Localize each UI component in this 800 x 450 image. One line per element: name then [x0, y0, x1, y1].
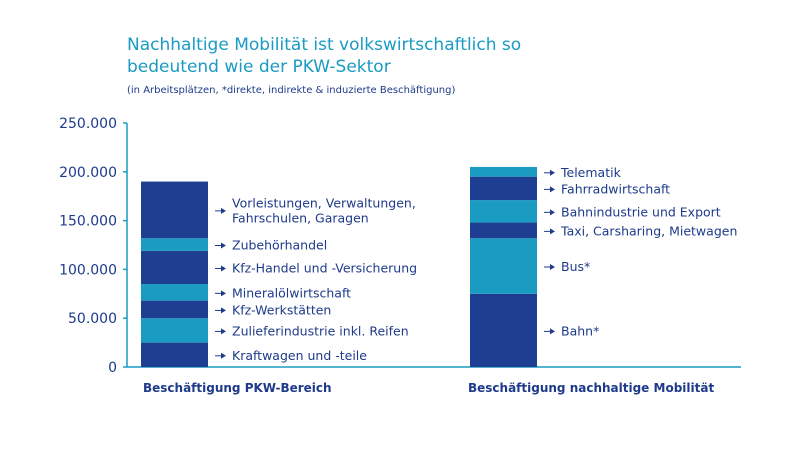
bar-segment — [141, 284, 208, 301]
segment-arrow-head — [221, 328, 226, 335]
segment-label: Kfz-Handel und -Versicherung — [232, 260, 417, 275]
segment-arrow-head — [221, 265, 226, 272]
category-label: Beschäftigung nachhaltige Mobilität — [468, 381, 714, 395]
chart-subtitle: (in Arbeitsplätzen, *direkte, indirekte … — [127, 85, 455, 96]
y-tick-label: 50.000 — [68, 311, 117, 327]
plot-area: 0 50.000 100.000 150.000 200.000 250.000 Kraft… — [59, 116, 741, 395]
segment-label: Mineralölwirtschaft — [232, 285, 351, 300]
segment-label: Vorleistungen, Verwaltungen, — [232, 195, 416, 210]
segment-arrow-head — [221, 242, 226, 249]
segment-label: Bahn* — [561, 323, 599, 338]
segment-arrow-head — [550, 169, 555, 176]
segment-label: Taxi, Carsharing, Mietwagen — [560, 223, 737, 238]
bar-segment — [470, 293, 537, 367]
segment-label: Bus* — [561, 259, 590, 274]
chart-title-line-1: Nachhaltige Mobilität ist volkswirtschaf… — [127, 35, 521, 55]
bar-segment — [470, 176, 537, 201]
segment-arrow-head — [550, 328, 555, 335]
segment-label: Bahnindustrie und Export — [561, 204, 721, 219]
segment-arrow-head — [550, 228, 555, 235]
segment-arrow-head — [221, 352, 226, 359]
segment-label: Kfz-Werkstätten — [232, 302, 331, 317]
chart-title-line-2: bedeutend wie der PKW-Sektor — [127, 57, 391, 77]
bar-segment — [141, 238, 208, 251]
segment-label: Fahrradwirtschaft — [561, 181, 670, 196]
bar-segment — [141, 342, 208, 367]
bar-segment — [470, 222, 537, 239]
segment-label: Zubehörhandel — [232, 238, 327, 253]
bar-segment — [141, 181, 208, 239]
category-label: Beschäftigung PKW-Bereich — [143, 381, 332, 395]
bar-segment — [470, 238, 537, 294]
bar-segment — [141, 300, 208, 319]
segment-label: Kraftwagen und -teile — [232, 348, 367, 363]
segment-arrow-head — [550, 209, 555, 216]
segment-arrow-head — [221, 307, 226, 314]
segment-arrow-head — [550, 263, 555, 270]
bar-segment — [141, 318, 208, 343]
segment-arrow-head — [221, 207, 226, 214]
segment-arrow-head — [550, 186, 555, 193]
y-tick-label: 150.000 — [59, 214, 117, 230]
segment-label: Fahrschulen, Garagen — [232, 210, 369, 225]
y-tick-label: 0 — [108, 360, 117, 376]
bar-segment — [141, 250, 208, 285]
bar-segment — [470, 200, 537, 223]
segment-arrow-head — [221, 290, 226, 297]
y-tick-label: 100.000 — [59, 262, 117, 278]
y-tick-label: 250.000 — [59, 116, 117, 132]
bar-segment — [470, 166, 537, 177]
segment-label: Zulieferindustrie inkl. Reifen — [232, 323, 409, 338]
segment-label: Telematik — [560, 165, 622, 180]
y-tick-label: 200.000 — [59, 165, 117, 181]
